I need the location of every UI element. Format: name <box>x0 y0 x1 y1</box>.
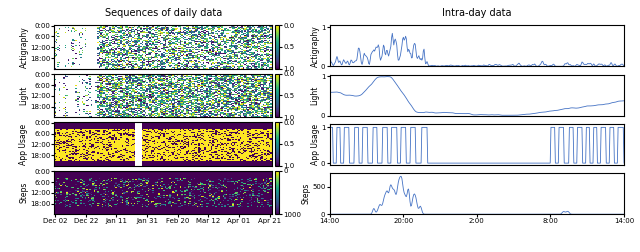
Y-axis label: Actigraphy: Actigraphy <box>19 26 28 68</box>
Y-axis label: Steps: Steps <box>301 183 310 204</box>
Y-axis label: App Usage: App Usage <box>310 124 319 165</box>
Text: Sequences of daily data: Sequences of daily data <box>104 8 222 18</box>
Y-axis label: Actigraphy: Actigraphy <box>310 25 319 67</box>
Y-axis label: Light: Light <box>310 85 319 105</box>
Y-axis label: Light: Light <box>19 86 28 105</box>
Y-axis label: Steps: Steps <box>19 182 28 203</box>
Text: Intra-day data: Intra-day data <box>442 8 511 18</box>
Y-axis label: App Usage: App Usage <box>19 123 28 165</box>
